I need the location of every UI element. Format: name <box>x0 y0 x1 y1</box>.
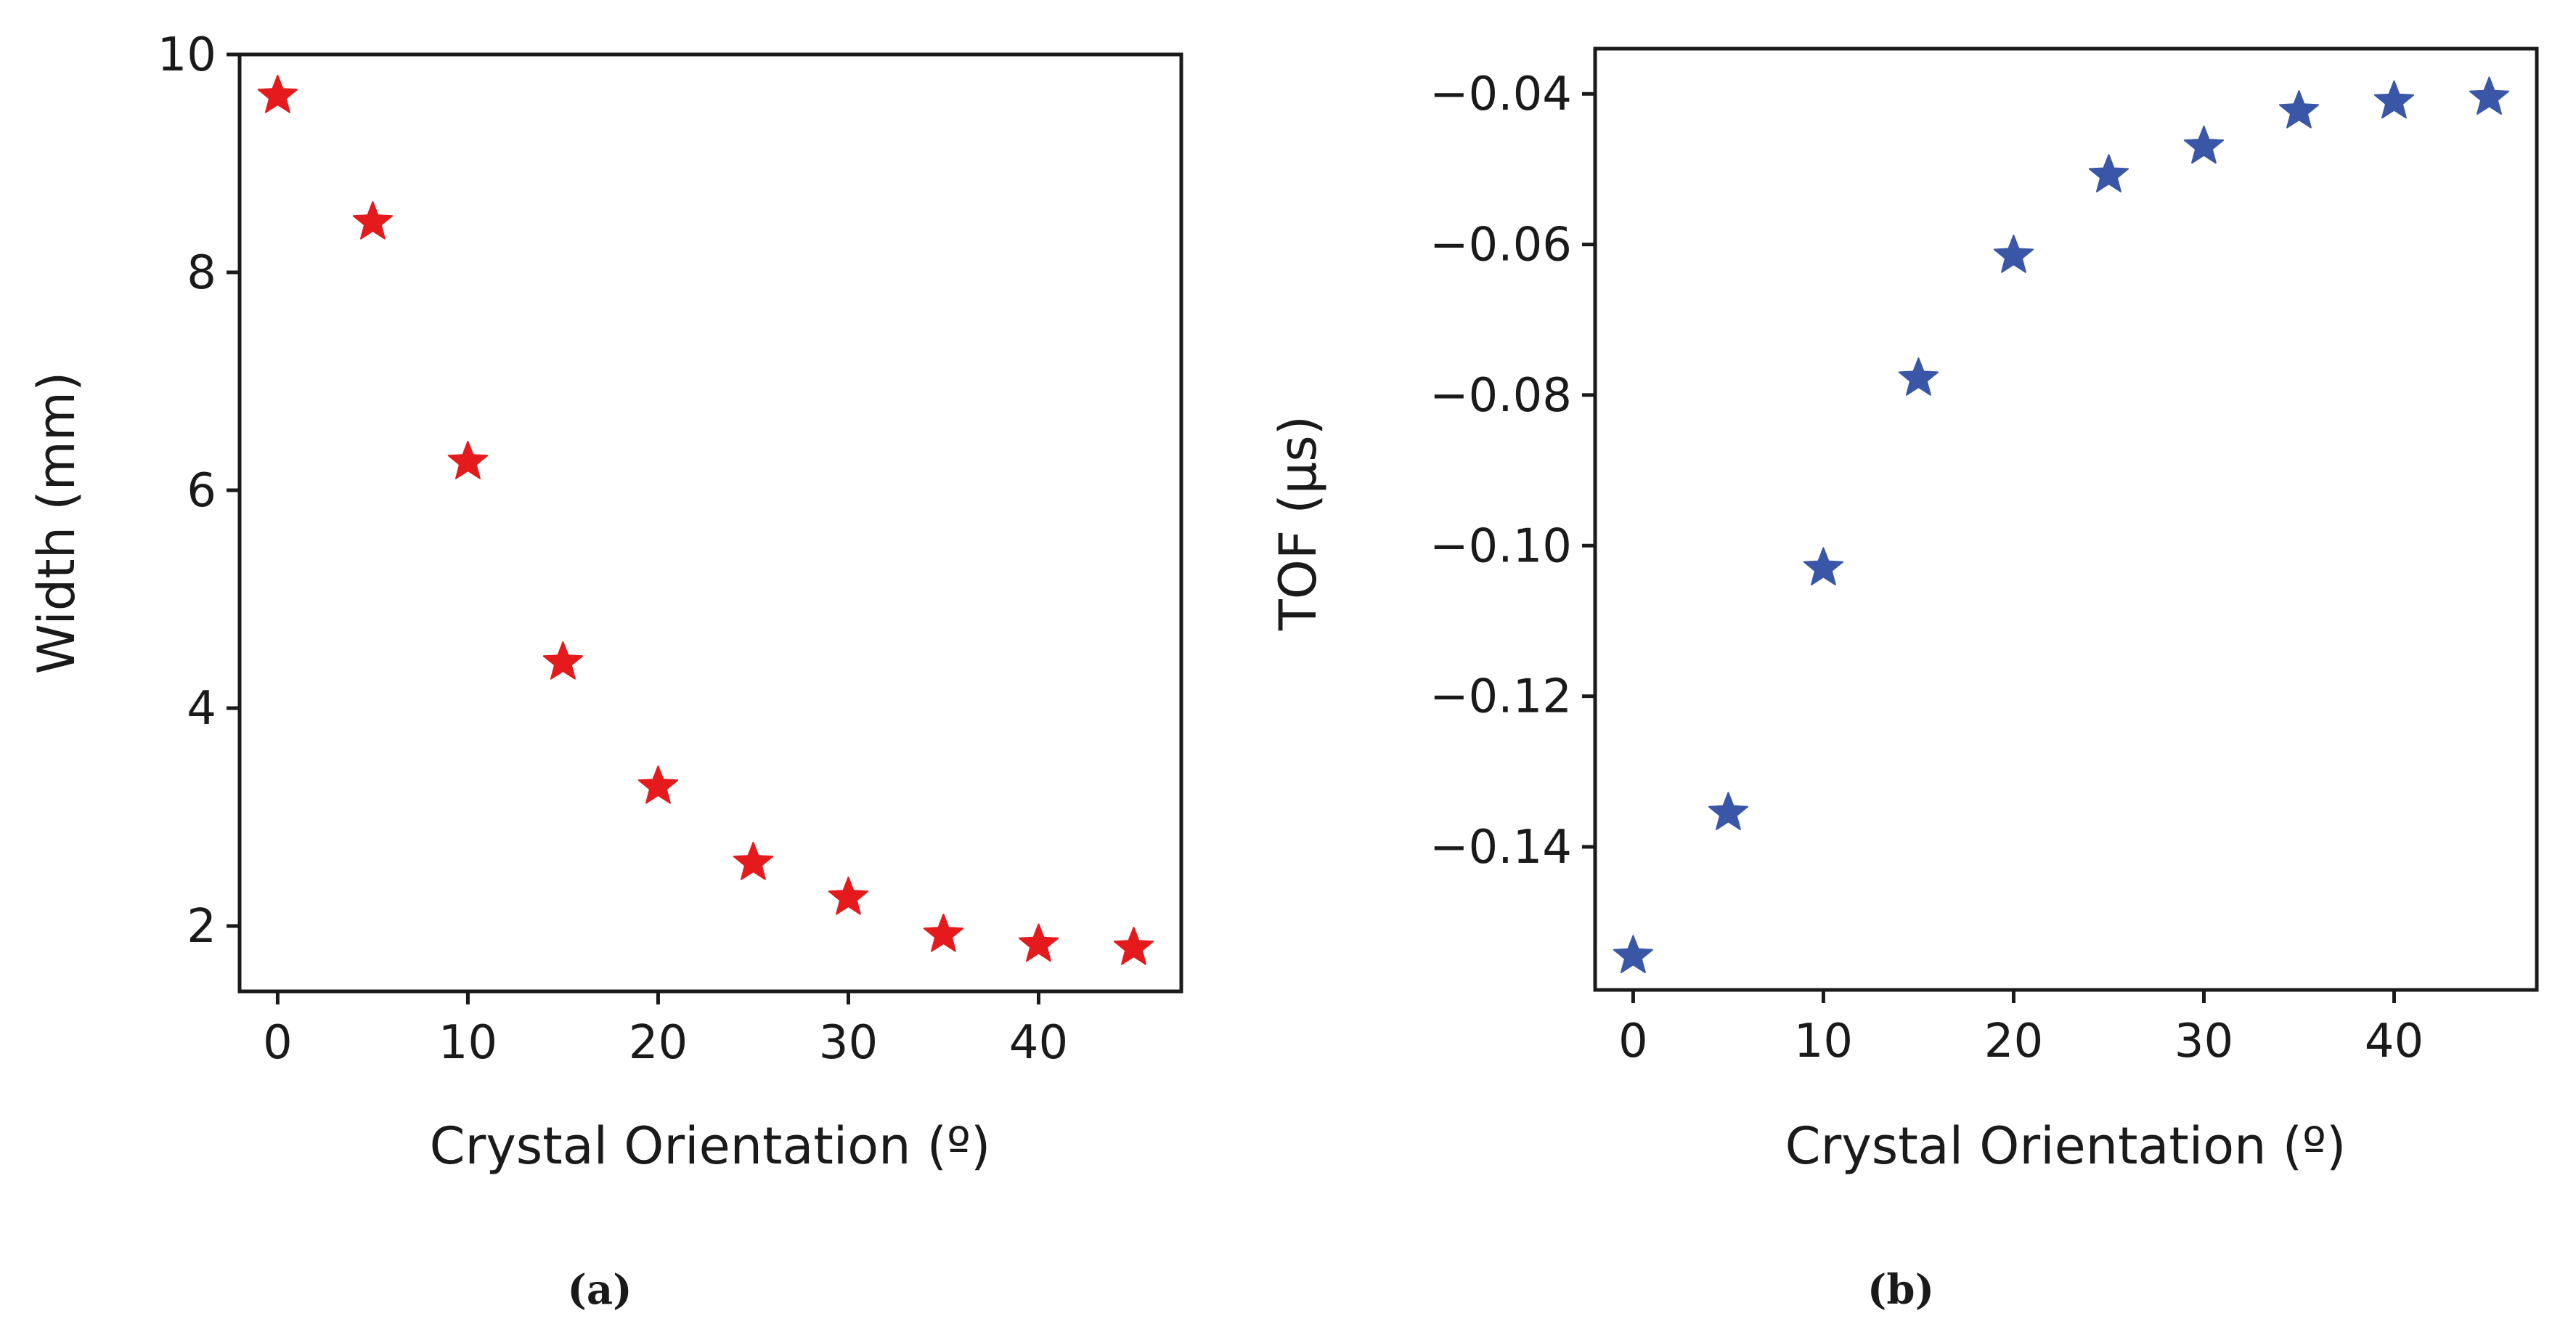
y-tick-label: −0.10 <box>1430 519 1572 573</box>
x-tick-label: 10 <box>439 1016 497 1070</box>
y-tick-label: 10 <box>158 28 216 82</box>
data-point-star <box>352 201 393 240</box>
x-axis-label-b: Crystal Orientation (º) <box>1785 1116 2347 1176</box>
y-axis-label-b: TOF (µs) <box>1268 415 1328 631</box>
x-tick-label: 40 <box>1009 1016 1068 1070</box>
data-point-star <box>1018 923 1059 962</box>
data-point-star <box>1708 792 1748 830</box>
x-tick-label: 0 <box>1618 1015 1648 1068</box>
data-point-star <box>1613 935 1653 973</box>
y-tick-label: −0.08 <box>1430 369 1572 423</box>
x-ticks-b: 0 10 20 30 40 <box>1618 990 2424 1068</box>
data-point-star <box>2088 154 2129 192</box>
panel-caption-b: (b) <box>1867 1266 1934 1314</box>
x-tick-label: 30 <box>2174 1015 2233 1068</box>
data-point-star <box>2373 80 2415 119</box>
data-points-a <box>257 75 1154 965</box>
y-tick-label: −0.06 <box>1430 219 1572 272</box>
y-ticks-b: −0.14 −0.12 −0.10 −0.08 −0.06 −0.04 <box>1430 68 1595 874</box>
data-point-star <box>733 842 774 880</box>
data-point-star <box>1993 235 2034 273</box>
data-point-star <box>257 75 298 113</box>
data-points-b <box>1613 76 2510 973</box>
y-tick-label: 2 <box>187 900 216 954</box>
plot-frame-a <box>237 52 1183 994</box>
data-point-star <box>447 441 489 479</box>
x-tick-label: 40 <box>2365 1015 2424 1068</box>
y-axis-label-a: Width (mm) <box>27 372 86 675</box>
x-tick-label: 0 <box>263 1016 293 1070</box>
y-tick-label: 4 <box>187 682 216 736</box>
panel-caption-a: (a) <box>567 1266 632 1314</box>
chart-panel-a: 0 10 20 30 40 2 4 6 8 10 Crystal Orientation (º)… <box>27 28 1183 1314</box>
data-point-star <box>1898 357 1939 396</box>
y-tick-label: −0.12 <box>1430 670 1572 724</box>
y-ticks-a: 2 4 6 8 10 <box>158 28 240 954</box>
x-ticks-a: 0 10 20 30 40 <box>263 991 1068 1070</box>
data-point-star <box>2469 76 2510 115</box>
data-point-star <box>637 766 679 804</box>
data-point-star <box>923 914 964 952</box>
plot-frame-b <box>1593 46 2539 992</box>
y-tick-label: 8 <box>187 246 216 300</box>
x-tick-label: 20 <box>1984 1015 2043 1068</box>
y-tick-label: −0.14 <box>1430 821 1572 874</box>
data-point-star <box>1803 547 1844 585</box>
data-point-star <box>542 641 584 680</box>
x-tick-label: 10 <box>1794 1015 1853 1068</box>
data-point-star <box>1113 927 1154 965</box>
y-tick-label: 6 <box>187 464 216 518</box>
x-tick-label: 30 <box>819 1016 878 1070</box>
x-axis-label-a: Crystal Orientation (º) <box>430 1116 991 1176</box>
chart-panel-b: 0 10 20 30 40 −0.14 −0.12 −0.10 −0.08 −0.06 −0.04… <box>1268 46 2539 1314</box>
data-point-star <box>828 877 869 915</box>
y-tick-label: −0.04 <box>1430 68 1572 121</box>
x-tick-label: 20 <box>629 1016 688 1070</box>
data-point-star <box>2278 90 2320 129</box>
data-point-star <box>2183 125 2225 164</box>
